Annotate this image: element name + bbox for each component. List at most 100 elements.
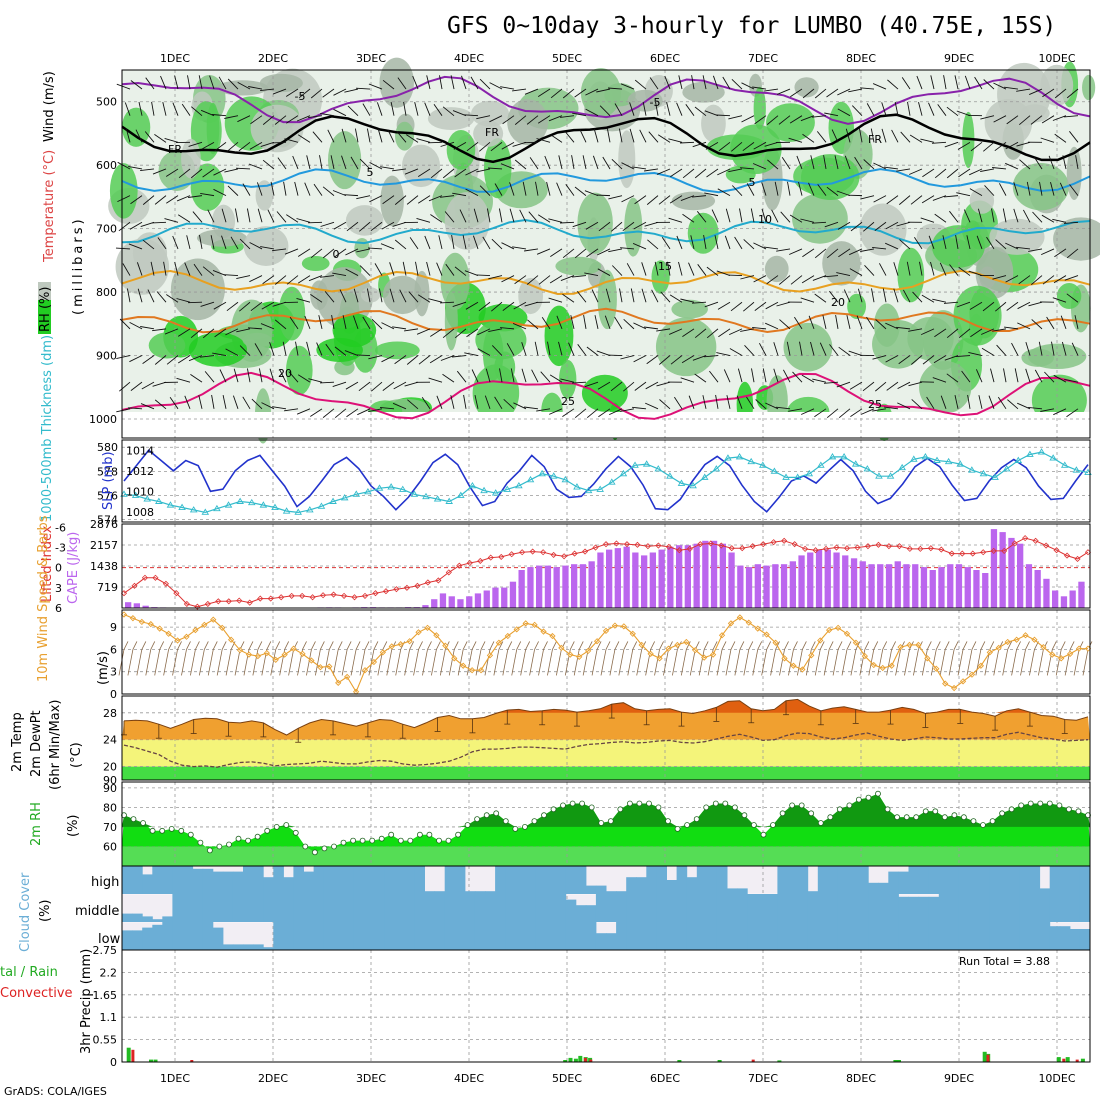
rh-point	[569, 800, 576, 807]
wind-barb-10m	[448, 649, 455, 676]
wind-barb	[1014, 368, 1019, 383]
millibars-axis-label: (millibars)	[71, 216, 86, 315]
contour-label: 20	[831, 296, 845, 309]
wind-barb	[584, 381, 599, 388]
cape-bar	[649, 552, 656, 608]
wind-barb	[621, 195, 635, 203]
lifted-index-point	[602, 541, 610, 548]
wind-barb-10m	[172, 649, 178, 676]
lifted-index-point	[927, 545, 934, 552]
wind-barb	[669, 294, 683, 303]
wind-barb	[903, 289, 911, 303]
wind-barb-10m	[475, 649, 482, 676]
wind-barb	[726, 395, 731, 409]
wind-barb	[836, 190, 851, 197]
cloud-high-bar	[616, 891, 627, 894]
convective-bar	[1075, 1059, 1079, 1062]
cloud-high-bar	[787, 866, 799, 894]
wind-barb	[362, 316, 371, 330]
wind-barb	[306, 155, 311, 170]
cape-bar	[1078, 581, 1085, 608]
wind-barb	[718, 328, 731, 338]
wind-barb	[886, 195, 899, 205]
cloud-middle-bar	[364, 894, 375, 922]
wind-barb-10m	[154, 649, 161, 676]
wind-barb	[754, 301, 767, 311]
temp-band-yellow	[122, 739, 1090, 767]
cloud-high-bar	[222, 871, 234, 894]
wind-barb	[283, 181, 287, 196]
wind-barb	[452, 110, 467, 117]
slp-tick: 1010	[126, 485, 154, 498]
temp-contour-FR	[121, 113, 1091, 164]
rh-shading	[242, 332, 272, 348]
rh-point	[369, 837, 376, 844]
wind-barb-10m	[814, 649, 821, 676]
contour-label: 10	[758, 213, 772, 226]
wind-barb	[918, 101, 923, 116]
wind-barb	[607, 87, 623, 90]
cape-bar	[824, 549, 831, 608]
wind-barb	[471, 369, 479, 383]
rh-shading	[395, 121, 415, 151]
rh-point	[588, 804, 595, 811]
wind-barb	[983, 79, 995, 90]
cloud-high-bar	[928, 866, 940, 894]
wind-barb-10m-flag	[418, 641, 423, 650]
wind-barb	[1041, 115, 1055, 124]
wind-barb	[680, 298, 695, 303]
wind-barb	[837, 88, 851, 96]
wind-barb-10m-flag	[168, 641, 173, 650]
tick-labels: 1DEC1DEC2DEC2DEC3DEC3DEC4DEC4DEC5DEC5DEC…	[55, 52, 1076, 1085]
wind-barb-10m-flag	[757, 641, 763, 650]
wind-barb	[366, 128, 371, 143]
wind-barb	[353, 288, 359, 303]
below-surface	[122, 412, 1090, 438]
cloud-high-bar	[666, 880, 678, 894]
rh-shading	[109, 163, 138, 219]
cape-bar	[1034, 570, 1041, 608]
wind-barb	[811, 221, 827, 224]
rh-point	[522, 824, 528, 830]
wind-barb	[992, 328, 1007, 332]
wind-barb	[201, 141, 215, 150]
cloud-middle-bar	[606, 894, 617, 922]
wind-barb-10m-flag	[989, 641, 995, 650]
wind-barb	[725, 208, 731, 223]
rh-point	[416, 831, 423, 838]
wind-barb-10m-flag	[953, 641, 959, 650]
cloud-high-bar	[969, 866, 980, 894]
cloud-middle-bar	[444, 894, 456, 922]
cloud-high-bar	[293, 866, 304, 894]
wind-barb	[750, 208, 755, 223]
wind-barb	[826, 186, 839, 196]
cloud-middle-bar	[454, 894, 466, 922]
wind-barb-10m-flag	[230, 641, 236, 650]
lifted-index-point	[760, 541, 767, 548]
wind-barb	[844, 155, 851, 170]
cloud-middle-bar	[222, 894, 234, 922]
temp-peak-area	[122, 699, 1090, 713]
wind-barb	[843, 289, 851, 303]
rh-shading	[259, 73, 303, 93]
wind-barb	[1025, 341, 1031, 356]
wind-barb	[453, 141, 467, 150]
cloud-low-bar	[888, 922, 899, 950]
wind-barb	[122, 263, 131, 276]
wind-barb	[655, 101, 659, 116]
rh2m-axis-label: 2m RH	[29, 802, 44, 846]
cape-bar	[431, 599, 438, 608]
wind-barb	[224, 168, 239, 173]
rh-point	[168, 826, 175, 832]
wind-barb	[1011, 342, 1019, 356]
wind-barb	[706, 266, 719, 276]
wind-barb-10m	[538, 649, 544, 676]
wind-barb	[524, 248, 539, 252]
cloud-high-bar	[565, 866, 577, 894]
rh-point	[846, 802, 853, 809]
wind-barb	[812, 378, 827, 383]
wind-barb-10m	[216, 649, 223, 676]
wind-barb	[872, 246, 887, 250]
wind-barb	[428, 298, 443, 303]
wind-barb	[688, 262, 695, 276]
